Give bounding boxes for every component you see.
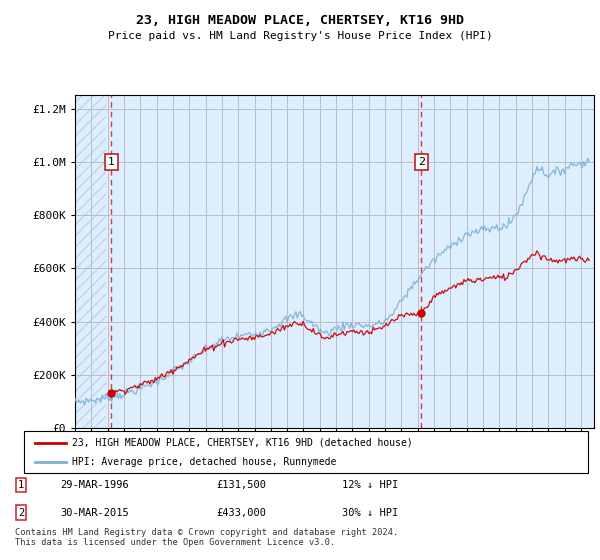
Bar (75, 95, 106, 428)
Text: 2: 2 (418, 157, 425, 167)
Text: HPI: Average price, detached house, Runnymede: HPI: Average price, detached house, Runn… (72, 457, 337, 467)
Text: 30-MAR-2015: 30-MAR-2015 (60, 508, 129, 518)
Text: 12% ↓ HPI: 12% ↓ HPI (342, 480, 398, 490)
Text: Contains HM Land Registry data © Crown copyright and database right 2024.
This d: Contains HM Land Registry data © Crown c… (15, 528, 398, 547)
Text: 23, HIGH MEADOW PLACE, CHERTSEY, KT16 9HD (detached house): 23, HIGH MEADOW PLACE, CHERTSEY, KT16 9H… (72, 437, 413, 447)
Text: 23, HIGH MEADOW PLACE, CHERTSEY, KT16 9HD: 23, HIGH MEADOW PLACE, CHERTSEY, KT16 9H… (136, 14, 464, 27)
Text: Price paid vs. HM Land Registry's House Price Index (HPI): Price paid vs. HM Land Registry's House … (107, 31, 493, 41)
Text: 2: 2 (18, 508, 24, 518)
Text: 1: 1 (108, 157, 115, 167)
Text: 30% ↓ HPI: 30% ↓ HPI (342, 508, 398, 518)
Text: 29-MAR-1996: 29-MAR-1996 (60, 480, 129, 490)
Text: £433,000: £433,000 (216, 508, 266, 518)
Text: 1: 1 (18, 480, 24, 490)
FancyBboxPatch shape (24, 431, 588, 473)
Text: £131,500: £131,500 (216, 480, 266, 490)
